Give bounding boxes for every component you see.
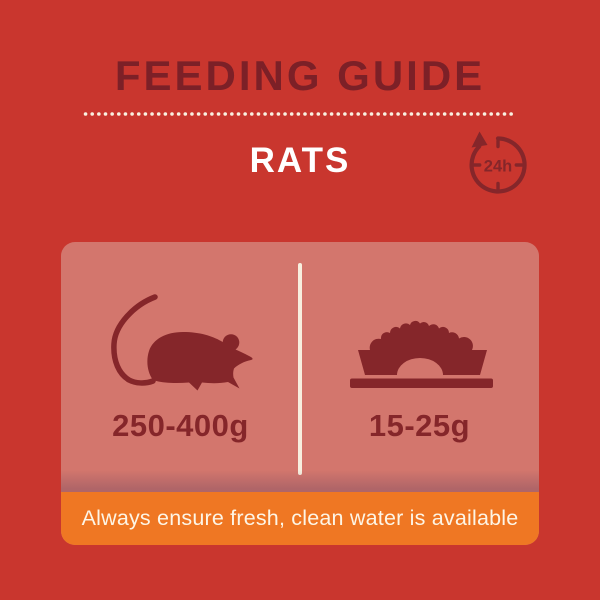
food-amount-range: 15-25g [368, 408, 471, 443]
vertical-divider [298, 263, 302, 475]
animal-icon-box [103, 242, 258, 395]
page-title: FEEDING GUIDE [114, 52, 486, 99]
water-notice-bar: Always ensure fresh, clean water is avai… [61, 492, 539, 545]
feeding-cells: 250-400g 15-25g [61, 242, 539, 492]
food-amount-cell: 15-25g [300, 242, 539, 492]
water-notice-text: Always ensure fresh, clean water is avai… [81, 506, 519, 530]
animal-weight-cell: 250-400g [61, 242, 300, 492]
rat-silhouette-icon [111, 294, 253, 391]
feeding-panel: 250-400g 15-25g Always ensure fresh, cle… [61, 242, 539, 545]
dotted-divider [83, 112, 517, 116]
species-title: RATS [249, 141, 351, 180]
food-bowl-icon [349, 320, 493, 388]
24h-clock-icon: 24h [469, 131, 527, 194]
panel-bottom-shade [61, 470, 539, 492]
food-icon-box [345, 242, 495, 395]
clock-label: 24h [484, 158, 512, 176]
animal-weight-range: 250-400g [112, 408, 249, 443]
